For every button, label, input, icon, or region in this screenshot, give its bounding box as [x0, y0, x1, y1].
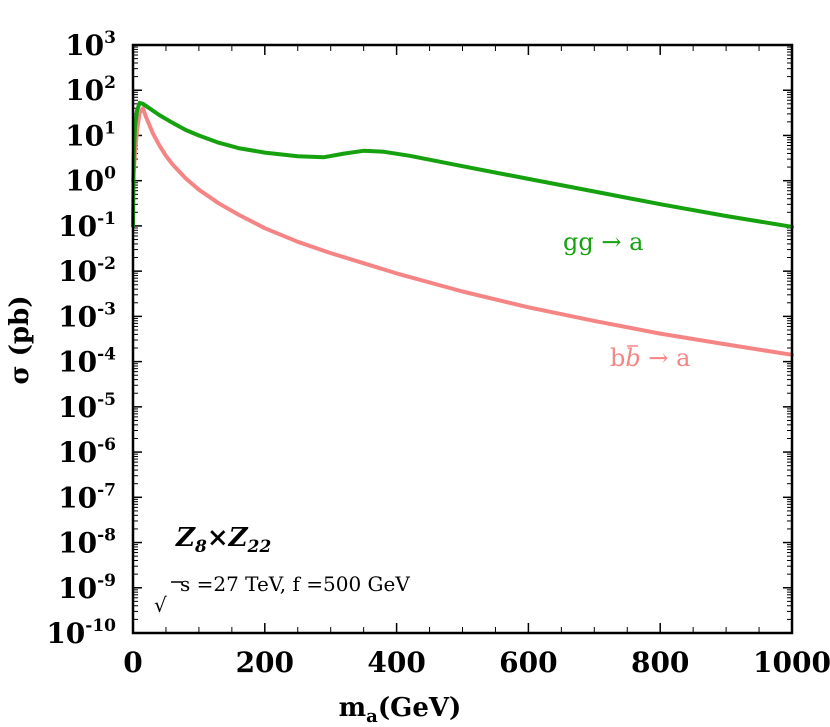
series-line-gg — [131, 100, 794, 229]
bb-label-arrow: → a — [641, 344, 691, 372]
y-tick-label: 100 — [65, 164, 116, 198]
x-tick-label: 0 — [123, 646, 142, 679]
y-tick-label: 10-2 — [58, 254, 116, 288]
x-tick-label: 800 — [631, 646, 689, 679]
x-tick-label: 1000 — [753, 646, 830, 679]
y-tick-label: 10-8 — [58, 526, 116, 560]
x-tick-label: 200 — [236, 646, 294, 679]
y-tick-label: 10-9 — [58, 571, 116, 605]
model-label: Z8×Z22 — [175, 523, 271, 557]
y-tick-label: 102 — [65, 73, 116, 107]
bb-label-bbar: b — [625, 344, 640, 372]
series-label-bb: bb → a — [610, 344, 690, 372]
bb-label-b: b — [610, 344, 625, 372]
y-axis-label: σ (pb) — [5, 295, 35, 384]
y-tick-label: 101 — [65, 118, 116, 152]
x-axis-label: ma(GeV) — [339, 693, 462, 727]
y-axis-ticks: 103 102 101 100 10-1 10-2 10-3 10-4 10-5 10-6 10-7… — [46, 28, 792, 650]
x-axis-label-unit: (GeV) — [378, 693, 462, 723]
x-tick-label: 600 — [499, 646, 557, 679]
y-tick-label: 10-7 — [58, 480, 116, 514]
y-tick-label: 10-6 — [58, 435, 116, 469]
x-axis-label-sub: a — [366, 706, 378, 727]
root-s-symbol: √ — [154, 593, 167, 617]
y-tick-label: 103 — [65, 28, 116, 62]
x-tick-label: 400 — [367, 646, 425, 679]
svg-text:bb → a: bb → a — [610, 344, 690, 372]
y-tick-label: 10-10 — [46, 616, 116, 650]
plot-frame — [131, 43, 794, 635]
y-tick-label: 10-3 — [58, 299, 116, 333]
y-tick-label: 10-1 — [58, 209, 116, 243]
y-tick-label: 10-5 — [58, 390, 116, 424]
y-tick-label: 10-4 — [58, 345, 116, 379]
series-line-bb — [131, 106, 794, 357]
series-layer — [131, 100, 794, 357]
series-label-gg: gg → a — [563, 228, 643, 256]
energy-label: s =27 TeV, f =500 GeV — [180, 572, 410, 596]
